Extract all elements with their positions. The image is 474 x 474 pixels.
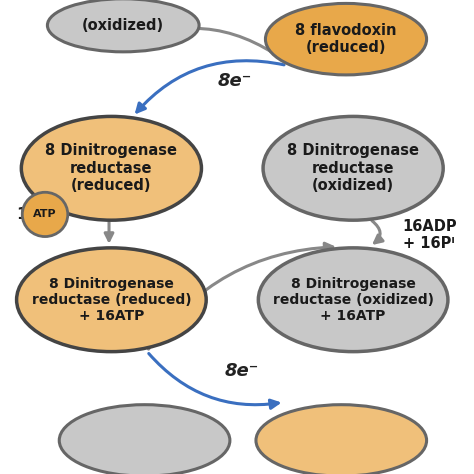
Ellipse shape bbox=[47, 0, 199, 52]
Ellipse shape bbox=[258, 248, 448, 352]
Text: 8 Dinitrogenase
reductase
(reduced): 8 Dinitrogenase reductase (reduced) bbox=[46, 144, 177, 193]
Text: 8 flavodoxin
(reduced): 8 flavodoxin (reduced) bbox=[295, 23, 397, 55]
Circle shape bbox=[22, 192, 68, 237]
Text: 8e⁻: 8e⁻ bbox=[218, 72, 252, 90]
Ellipse shape bbox=[265, 3, 427, 75]
Text: (oxidized): (oxidized) bbox=[82, 18, 164, 33]
Text: 16ADP
+ 16Pᴵ: 16ADP + 16Pᴵ bbox=[403, 219, 457, 251]
Ellipse shape bbox=[256, 405, 427, 474]
Text: 8 Dinitrogenase
reductase
(oxidized): 8 Dinitrogenase reductase (oxidized) bbox=[287, 144, 419, 193]
Text: 16: 16 bbox=[17, 207, 39, 222]
Ellipse shape bbox=[21, 117, 201, 220]
Ellipse shape bbox=[263, 117, 443, 220]
Text: 8 Dinitrogenase
reductase (reduced)
+ 16ATP: 8 Dinitrogenase reductase (reduced) + 16… bbox=[32, 276, 191, 323]
Text: ATP: ATP bbox=[33, 210, 57, 219]
Text: 8e⁻: 8e⁻ bbox=[225, 362, 259, 380]
Text: 8 Dinitrogenase
reductase (oxidized)
+ 16ATP: 8 Dinitrogenase reductase (oxidized) + 1… bbox=[273, 276, 434, 323]
Ellipse shape bbox=[59, 405, 230, 474]
Ellipse shape bbox=[17, 248, 206, 352]
